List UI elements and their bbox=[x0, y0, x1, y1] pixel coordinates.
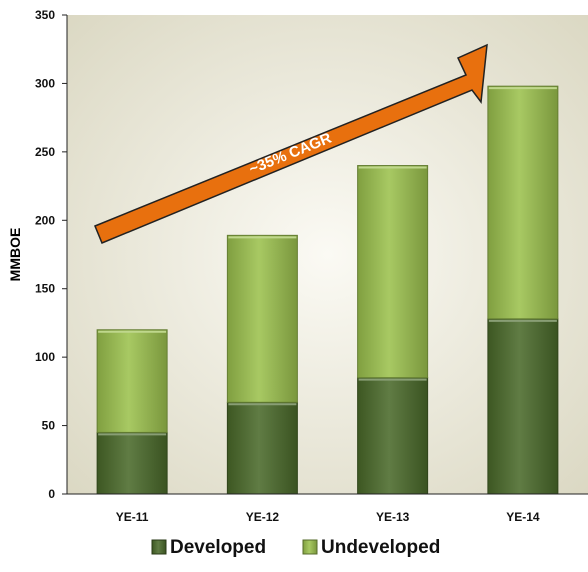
x-tick-label: YE-13 bbox=[376, 510, 410, 524]
bar-undeveloped-ye-12 bbox=[226, 234, 298, 403]
bar-undeveloped-ye-13 bbox=[357, 165, 429, 379]
legend-swatch-undeveloped bbox=[302, 539, 318, 555]
x-tick-label: YE-11 bbox=[116, 510, 149, 524]
bar-developed-ye-13 bbox=[357, 377, 429, 495]
y-tick-label: 150 bbox=[35, 282, 55, 296]
y-tick-label: 0 bbox=[48, 487, 55, 501]
x-tick-label: YE-14 bbox=[506, 510, 540, 524]
bar-developed-ye-12 bbox=[226, 401, 298, 495]
bar-developed-ye-11 bbox=[96, 431, 168, 495]
x-tick-label: YE-12 bbox=[246, 510, 280, 524]
y-tick-label: 350 bbox=[35, 8, 55, 22]
y-axis-title: MMBOE bbox=[7, 228, 23, 282]
y-tick-label: 200 bbox=[35, 213, 55, 227]
cagr-arrow bbox=[94, 43, 488, 244]
legend-label-developed: Developed bbox=[170, 537, 266, 558]
y-tick-label: 300 bbox=[35, 76, 55, 90]
y-tick-label: 50 bbox=[42, 419, 56, 433]
bar-developed-ye-14 bbox=[487, 318, 559, 495]
legend-swatch-developed bbox=[151, 539, 167, 555]
y-tick-label: 250 bbox=[35, 145, 55, 159]
bar-undeveloped-ye-14 bbox=[487, 85, 559, 320]
bar-undeveloped-ye-11 bbox=[96, 329, 168, 433]
legend-label-undeveloped: Undeveloped bbox=[321, 537, 440, 558]
y-tick-label: 100 bbox=[35, 350, 55, 364]
